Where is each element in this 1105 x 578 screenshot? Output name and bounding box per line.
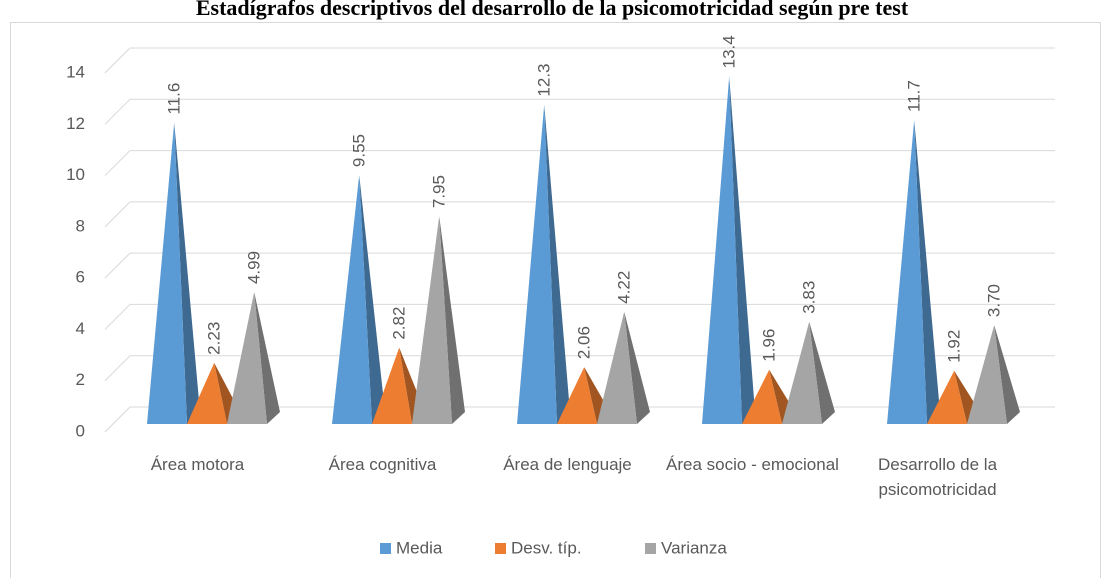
pyramid-side bbox=[359, 175, 385, 424]
pyramid-front bbox=[517, 104, 557, 424]
y-tick-label: 14 bbox=[66, 62, 85, 81]
pyramid bbox=[782, 321, 835, 424]
x-tick-label: Área de lenguaje bbox=[503, 455, 632, 474]
legend-label: Varianza bbox=[661, 538, 727, 557]
grid-line bbox=[104, 47, 1055, 74]
y-tick-label: 12 bbox=[66, 114, 85, 133]
value-label: 1.96 bbox=[760, 329, 779, 362]
value-label: 7.95 bbox=[430, 175, 449, 208]
value-label: 12.3 bbox=[535, 63, 554, 96]
pyramid-front bbox=[702, 76, 742, 424]
value-label: 2.82 bbox=[390, 307, 409, 340]
pyramid bbox=[147, 122, 200, 425]
value-label: 1.92 bbox=[945, 330, 964, 363]
chart-title: Estadígrafos descriptivos del desarrollo… bbox=[196, 0, 909, 20]
grid-line bbox=[104, 252, 1055, 279]
pyramid-front bbox=[782, 321, 822, 424]
pyramid-front bbox=[412, 216, 452, 424]
pyramid bbox=[597, 311, 650, 424]
legend-swatch bbox=[495, 543, 506, 554]
legend-swatch bbox=[380, 543, 391, 554]
pyramid-side bbox=[729, 76, 755, 424]
pyramid-front bbox=[597, 311, 637, 424]
value-label: 4.99 bbox=[245, 251, 264, 284]
value-label: 2.06 bbox=[575, 326, 594, 359]
chart-border bbox=[10, 22, 1101, 578]
pyramid-front bbox=[332, 175, 372, 424]
pyramid bbox=[702, 76, 755, 424]
value-label: 3.83 bbox=[800, 281, 819, 314]
legend-swatch bbox=[645, 543, 656, 554]
value-label: 11.6 bbox=[165, 83, 184, 115]
x-tick-label: Área socio - emocional bbox=[666, 455, 839, 474]
y-tick-label: 8 bbox=[76, 216, 85, 235]
y-tick-label: 2 bbox=[76, 370, 85, 389]
pyramid-front bbox=[187, 362, 227, 424]
pyramid-side bbox=[624, 311, 650, 424]
legend-label: Desv. típ. bbox=[511, 538, 582, 557]
pyramid-front bbox=[887, 119, 927, 424]
pyramid-side bbox=[174, 122, 200, 425]
value-label: 13.4 bbox=[720, 35, 739, 68]
pyramid-side bbox=[439, 216, 465, 424]
pyramid-side bbox=[544, 104, 570, 424]
pyramid-front bbox=[967, 325, 1007, 424]
value-label: 2.23 bbox=[205, 322, 224, 355]
value-label: 4.22 bbox=[615, 271, 634, 304]
x-tick-label: Desarrollo de la psicomotricidad bbox=[877, 455, 998, 499]
pyramid bbox=[967, 325, 1020, 424]
pyramid-front bbox=[147, 122, 187, 425]
pyramid bbox=[887, 119, 940, 424]
y-tick-label: 0 bbox=[76, 421, 85, 440]
grid-line bbox=[104, 98, 1055, 125]
pyramid bbox=[412, 216, 465, 424]
pyramid-side bbox=[914, 119, 940, 424]
pyramid-front bbox=[372, 347, 412, 424]
y-tick-label: 6 bbox=[76, 268, 85, 287]
pyramid-front bbox=[742, 369, 782, 424]
x-tick-label: Área motora bbox=[150, 455, 245, 474]
pyramid-front bbox=[227, 292, 267, 424]
legend-label: Media bbox=[396, 538, 443, 557]
y-tick-label: 10 bbox=[66, 165, 85, 184]
value-label: 9.55 bbox=[350, 134, 369, 167]
grid-line bbox=[104, 150, 1055, 176]
y-tick-label: 4 bbox=[76, 319, 85, 338]
pyramid-side bbox=[994, 325, 1020, 424]
pyramid-side bbox=[254, 292, 280, 424]
pyramid-front bbox=[557, 367, 597, 424]
pyramid bbox=[332, 175, 385, 424]
pyramid bbox=[227, 292, 280, 424]
pyramid-side bbox=[809, 321, 835, 424]
pyramid bbox=[517, 104, 570, 424]
x-tick-label: Área cognitiva bbox=[328, 455, 437, 474]
value-label: 11.7 bbox=[905, 80, 924, 112]
grid-line bbox=[104, 201, 1055, 228]
pyramid-front bbox=[927, 370, 967, 424]
value-label: 3.70 bbox=[985, 284, 1004, 317]
